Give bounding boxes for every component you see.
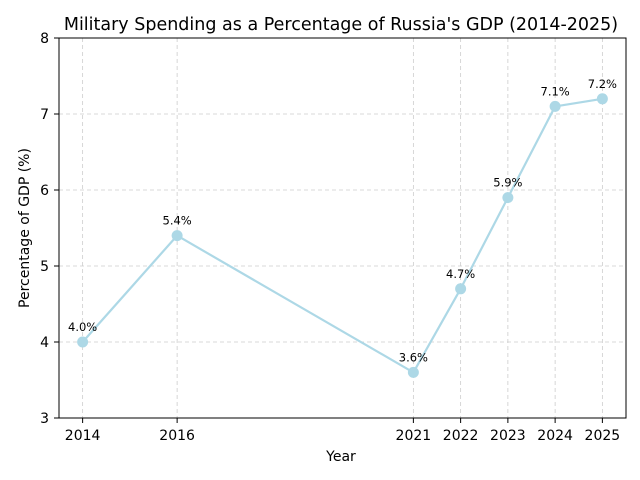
x-tick-label: 2024 [537,428,573,444]
data-point [171,230,183,242]
y-tick-label: 6 [40,183,49,199]
x-tick-label: 2016 [159,428,195,444]
x-tick-label: 2014 [65,428,101,444]
data-label: 7.2% [588,77,617,91]
x-tick-label: 2025 [585,428,621,444]
data-label: 5.4% [163,214,192,228]
y-tick-label: 4 [40,335,49,351]
data-point [596,93,608,105]
data-label: 3.6% [399,350,428,364]
y-axis-label: Percentage of GDP (%) [17,148,33,308]
data-label: 4.7% [446,267,475,281]
data-point [77,336,89,348]
data-label: 4.0% [68,320,97,334]
x-axis-label: Year [325,449,356,465]
y-tick-label: 5 [40,259,49,275]
axis-ticks: 2014 2016 2021 2022 2023 2024 2025 3 4 5 6 7 8 [40,31,620,444]
data-label: 7.1% [541,84,570,98]
data-point [455,283,467,295]
series-layer: 4.0% 5.4% 3.6% 4.7% 5.9% 7.1% 7.2% [68,77,617,378]
data-point [407,366,419,378]
x-tick-label: 2021 [396,428,432,444]
data-label: 5.9% [493,176,522,190]
y-tick-label: 3 [40,411,49,427]
y-tick-label: 7 [40,107,49,123]
x-tick-label: 2022 [443,428,479,444]
y-tick-label: 8 [40,31,49,47]
x-tick-label: 2023 [490,428,526,444]
chart-title: Military Spending as a Percentage of Rus… [64,15,618,35]
data-point [549,100,561,112]
series-line [81,97,603,374]
plot-area-frame [58,37,627,419]
data-point [502,192,514,204]
